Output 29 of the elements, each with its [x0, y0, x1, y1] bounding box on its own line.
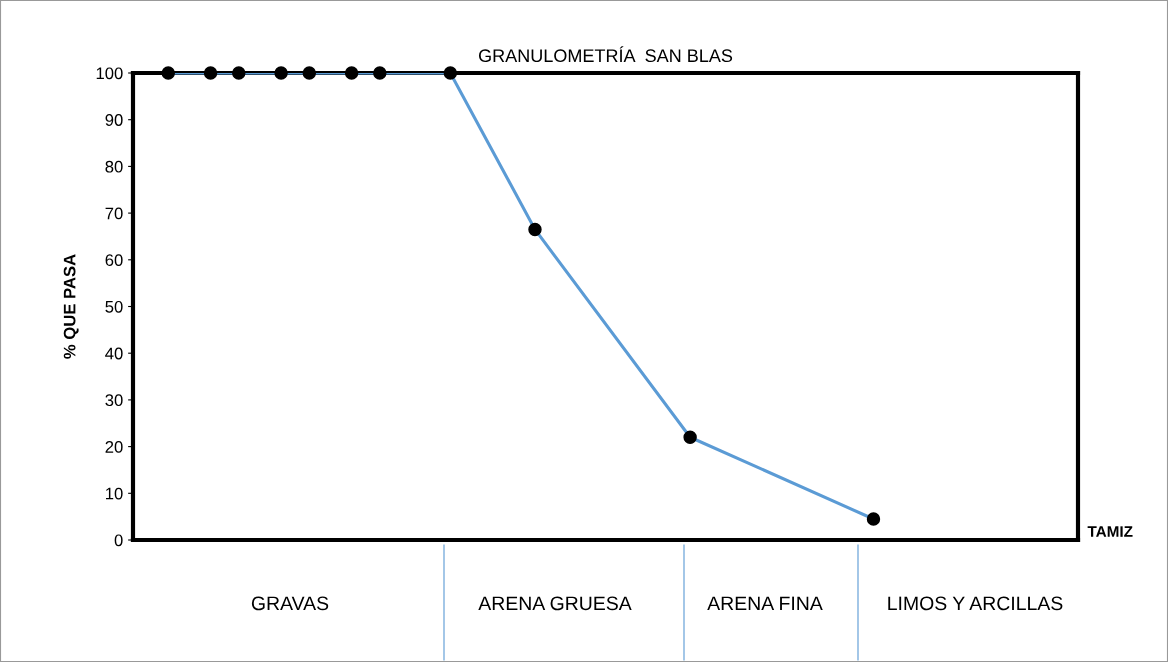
text: ARENA FINA	[707, 596, 823, 611]
point	[274, 66, 288, 80]
chart-title: GRANULOMETRÍA SAN BLAS	[478, 46, 733, 63]
y-axis-title: % QUE PASA	[63, 254, 79, 359]
text: ARENA GRUESA	[478, 596, 632, 611]
y-tick-label: 0	[114, 534, 123, 547]
point	[161, 66, 175, 80]
y-tick-label: 40	[105, 347, 123, 360]
point	[866, 512, 881, 526]
y-tick-label: 50	[105, 300, 123, 313]
point	[683, 430, 697, 444]
point	[232, 66, 246, 80]
y-tick-label: 20	[105, 441, 123, 453]
x-axis-title: TAMIZ	[1087, 526, 1133, 537]
y-tick-label: 90	[105, 114, 123, 126]
text: GRAVAS	[251, 596, 329, 611]
point	[373, 66, 387, 80]
point	[528, 222, 542, 237]
point	[443, 66, 458, 80]
y-tick-label: 100	[96, 67, 123, 80]
y-tick-label: 70	[105, 207, 123, 220]
text: LIMOS Y ARCILLAS	[888, 596, 1063, 611]
y-tick-label: 80	[105, 160, 123, 173]
y-tick-label: 10	[106, 487, 123, 500]
point	[344, 66, 359, 80]
point	[203, 66, 218, 80]
y-tick-label: 30	[105, 394, 123, 407]
point	[302, 66, 317, 80]
y-tick-label: 60	[105, 254, 123, 266]
